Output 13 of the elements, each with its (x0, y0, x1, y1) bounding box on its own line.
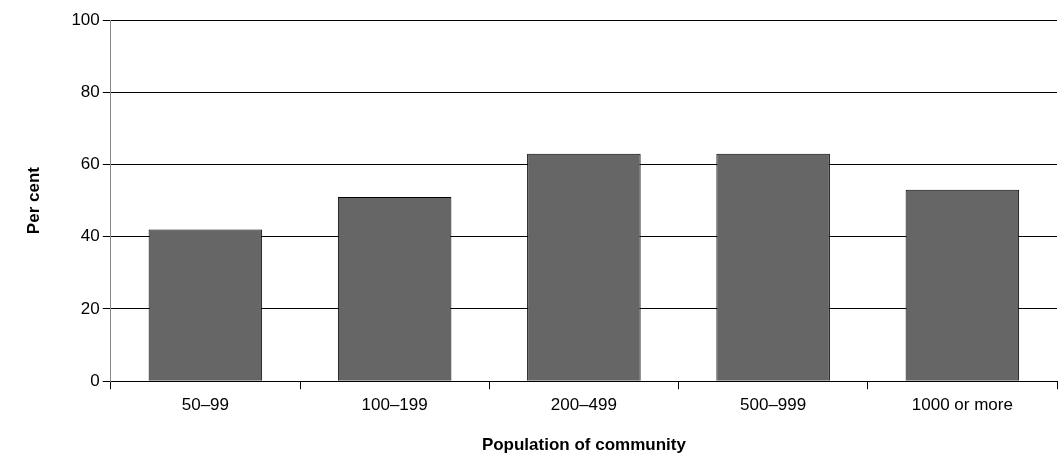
y-tick-label: 80 (80, 81, 100, 101)
x-axis-title: Population of community (481, 435, 687, 455)
x-tick-label: 100–199 (361, 395, 428, 415)
x-tick-label: 500–999 (740, 395, 807, 415)
y-tick-label: 0 (90, 370, 100, 390)
y-tick-label: 60 (80, 154, 100, 174)
y-tick-label: 20 (80, 298, 100, 318)
x-tick-label: 200–499 (550, 395, 617, 415)
y-tick-label: 40 (80, 226, 100, 246)
y-tick-label: 100 (71, 9, 100, 29)
x-tick-label: 1000 or more (911, 395, 1013, 415)
y-axis-title: Per cent (23, 166, 43, 235)
x-tick-label: 50–99 (181, 395, 230, 415)
